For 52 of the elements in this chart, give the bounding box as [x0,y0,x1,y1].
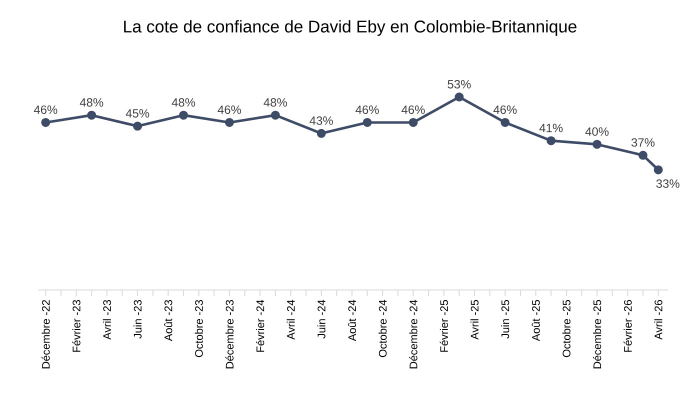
x-tick-label: Août -25 [532,300,540,342]
point [546,136,556,146]
point [654,165,663,174]
point [362,118,372,127]
point [500,118,510,127]
point [133,122,142,131]
point [316,128,326,138]
chart-title: La cote de confiance de David Eby en Colombie-Britannique [124,20,576,36]
data-label: 45% [126,109,150,118]
x-tick-label: Décembre -25 [592,300,602,368]
x-tick-label: Février -25 [440,300,448,352]
x-tick-label: Décembre -22 [42,300,50,368]
x-tick-label: Février -26 [624,300,632,352]
x-tick-label: Février -23 [72,300,80,352]
point [454,92,464,102]
data-label: 46% [493,105,517,114]
data-label: 53% [448,80,471,88]
data-label: 41% [539,124,563,132]
x-tick-label: Juin -23 [134,300,142,338]
data-label: 48% [172,98,196,107]
data-label: 48% [264,98,287,107]
x-tick-label: Juin -25 [501,300,510,338]
data-label: 33% [656,179,680,188]
point [87,110,96,120]
point [408,118,418,127]
x-tick-label: Avril -23 [102,300,111,340]
point [270,110,280,120]
x-tick-label: Avril -26 [654,300,662,340]
data-label: 46% [402,105,425,114]
data-label: 46% [356,105,379,114]
x-tick-label: Juin -24 [317,300,326,338]
data-label: 43% [310,116,333,125]
data-label: 48% [80,98,104,107]
x-tick-label: Décembre -23 [225,300,234,368]
data-label: 37% [631,138,655,147]
x-tick-label: Décembre -24 [409,300,418,368]
x-tick-label: Août -23 [164,300,172,342]
point [224,118,234,127]
data-label: 46% [218,105,242,114]
data-label: 40% [585,127,609,136]
x-tick-label: Octobre -25 [562,300,570,358]
x-tick-label: Août -24 [348,300,356,342]
point [179,110,188,120]
x-tick-label: Octobre -24 [378,300,387,358]
point [638,150,648,160]
data-label: 46% [34,105,58,114]
x-tick-label: Octobre -23 [194,300,203,358]
point [41,118,50,127]
x-tick-label: Février -24 [256,300,264,352]
x-tick-label: Avril -24 [286,300,295,340]
x-tick-label: Avril -25 [470,300,479,340]
point [592,140,602,149]
